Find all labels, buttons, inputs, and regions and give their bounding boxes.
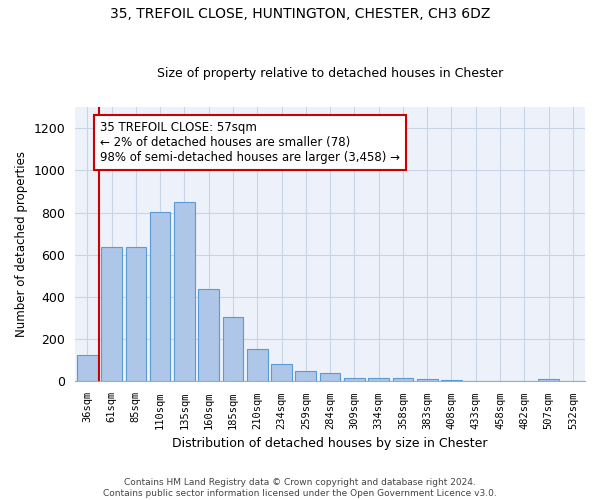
Title: Size of property relative to detached houses in Chester: Size of property relative to detached ho… <box>157 66 503 80</box>
Bar <box>247 348 268 382</box>
Bar <box>271 364 292 382</box>
Text: 35, TREFOIL CLOSE, HUNTINGTON, CHESTER, CH3 6DZ: 35, TREFOIL CLOSE, HUNTINGTON, CHESTER, … <box>110 8 490 22</box>
Bar <box>101 248 122 382</box>
Bar <box>417 379 437 382</box>
Bar <box>441 380 462 382</box>
Bar <box>295 371 316 382</box>
Bar <box>174 202 195 382</box>
Bar <box>199 288 219 382</box>
Bar <box>392 378 413 382</box>
Bar <box>368 378 389 382</box>
Bar <box>223 317 243 382</box>
Bar <box>344 378 365 382</box>
Bar <box>150 212 170 382</box>
Text: 35 TREFOIL CLOSE: 57sqm
← 2% of detached houses are smaller (78)
98% of semi-det: 35 TREFOIL CLOSE: 57sqm ← 2% of detached… <box>100 121 400 164</box>
Bar <box>538 380 559 382</box>
X-axis label: Distribution of detached houses by size in Chester: Distribution of detached houses by size … <box>172 437 488 450</box>
Bar <box>320 373 340 382</box>
Bar <box>125 248 146 382</box>
Y-axis label: Number of detached properties: Number of detached properties <box>15 151 28 337</box>
Text: Contains HM Land Registry data © Crown copyright and database right 2024.
Contai: Contains HM Land Registry data © Crown c… <box>103 478 497 498</box>
Bar <box>77 355 98 382</box>
